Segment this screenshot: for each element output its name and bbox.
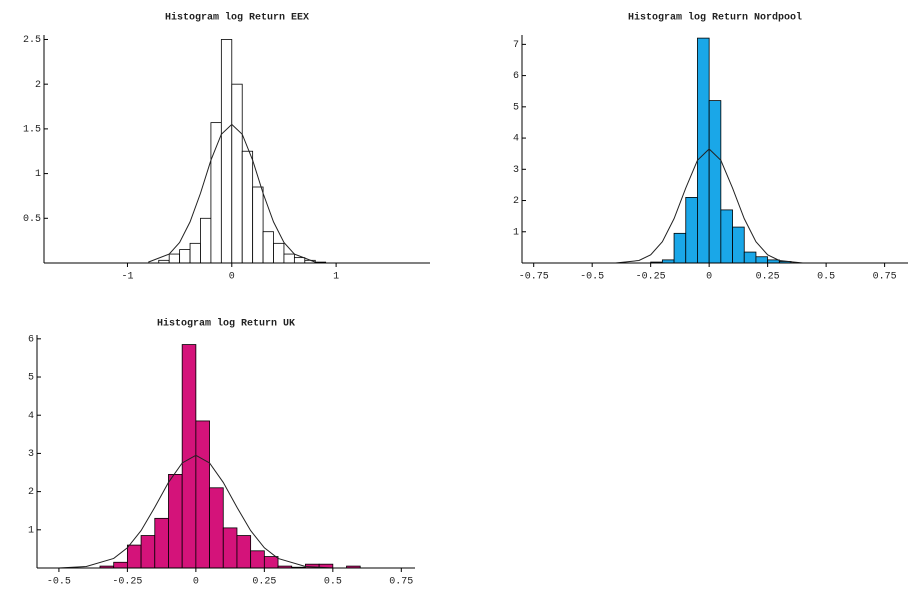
histogram-bar	[252, 186, 264, 264]
y-tick-label: 4	[513, 134, 519, 145]
histogram-bar	[209, 487, 224, 569]
histogram-bar	[200, 217, 212, 264]
x-tick-label: -0.5	[580, 272, 604, 283]
x-tick-label: 0.25	[756, 272, 780, 283]
histogram-bar	[168, 253, 181, 264]
histogram-bar	[113, 561, 128, 569]
y-tick-label: 0.5	[23, 214, 41, 225]
histogram-bar	[732, 226, 745, 264]
fit-curve	[615, 148, 803, 264]
histogram-bar	[293, 257, 306, 264]
histogram-bar	[195, 420, 210, 569]
histogram-bar	[236, 535, 252, 569]
histogram-bar	[189, 242, 201, 264]
x-tick-label: 0	[706, 272, 712, 283]
histogram-bar	[126, 544, 142, 569]
histogram-panel: Histogram log Return UK -0.5 -0.25 0 0.25 0.5…	[28, 318, 415, 588]
fit-curve	[58, 454, 333, 569]
histogram-bar	[250, 550, 265, 569]
fit-curve	[148, 123, 316, 263]
y-tick-label: 1	[513, 227, 519, 238]
histogram-bar	[222, 527, 238, 569]
y-tick-label: 1	[28, 525, 34, 536]
x-tick-label: -1	[121, 272, 133, 283]
x-tick-label: 0.25	[252, 577, 276, 588]
histogram-bar	[210, 122, 222, 264]
y-tick-label: 2	[28, 487, 34, 498]
y-tick-label: 7	[513, 40, 519, 51]
histogram-bar	[263, 556, 279, 569]
x-tick-label: -0.25	[636, 272, 666, 283]
chart-title: Histogram log Return UK	[157, 318, 295, 330]
x-tick-label: 0.5	[324, 577, 342, 588]
y-tick-label: 4	[28, 411, 34, 422]
histogram-bar	[179, 249, 191, 264]
x-tick-label: 0	[193, 577, 199, 588]
y-tick-label: 3	[28, 449, 34, 460]
chart-title: Histogram log Return EEX	[165, 12, 309, 24]
y-tick-label: 1	[35, 169, 41, 180]
y-tick-label: 5	[28, 373, 34, 384]
x-tick-label: 0.75	[389, 577, 413, 588]
y-tick-label: 2	[35, 80, 41, 91]
y-tick-label: 5	[513, 102, 519, 113]
x-tick-label: -0.25	[112, 577, 142, 588]
x-tick-label: -0.5	[47, 577, 71, 588]
y-tick-label: 6	[513, 71, 519, 82]
histogram-panel: Histogram log Return Nordpool -0.75 -0.5 -0…	[513, 12, 908, 283]
y-tick-label: 6	[28, 334, 34, 345]
x-tick-label: -0.75	[519, 272, 549, 283]
x-tick-label: 0	[229, 272, 235, 283]
x-tick-label: 1	[333, 272, 339, 283]
histogram-bar	[154, 517, 169, 569]
histogram-bar	[743, 251, 757, 264]
chart-title: Histogram log Return Nordpool	[628, 12, 802, 24]
y-tick-label: 2.5	[23, 35, 41, 46]
histogram-bar	[220, 39, 233, 264]
histogram-bar	[685, 197, 698, 264]
histogram-bar	[720, 209, 733, 264]
histogram-bar	[140, 535, 156, 569]
histogram-bar	[673, 232, 687, 264]
y-tick-label: 1.5	[23, 125, 41, 136]
histogram-bar	[231, 83, 243, 264]
histogram-bar	[168, 474, 183, 569]
y-tick-label: 3	[513, 165, 519, 176]
histogram-bar	[708, 100, 722, 264]
histogram-panel: Histogram log Return EEX -1 0 1 0.5 1 1.5 2 2.5	[23, 12, 430, 283]
histogram-bar	[283, 253, 295, 264]
x-tick-label: 0.75	[873, 272, 897, 283]
histogram-bar	[755, 256, 769, 264]
histogram-bar	[241, 150, 254, 264]
histogram-bar	[273, 242, 285, 264]
y-tick-label: 2	[513, 196, 519, 207]
x-tick-label: 0.5	[817, 272, 835, 283]
histogram-bar	[262, 231, 274, 264]
